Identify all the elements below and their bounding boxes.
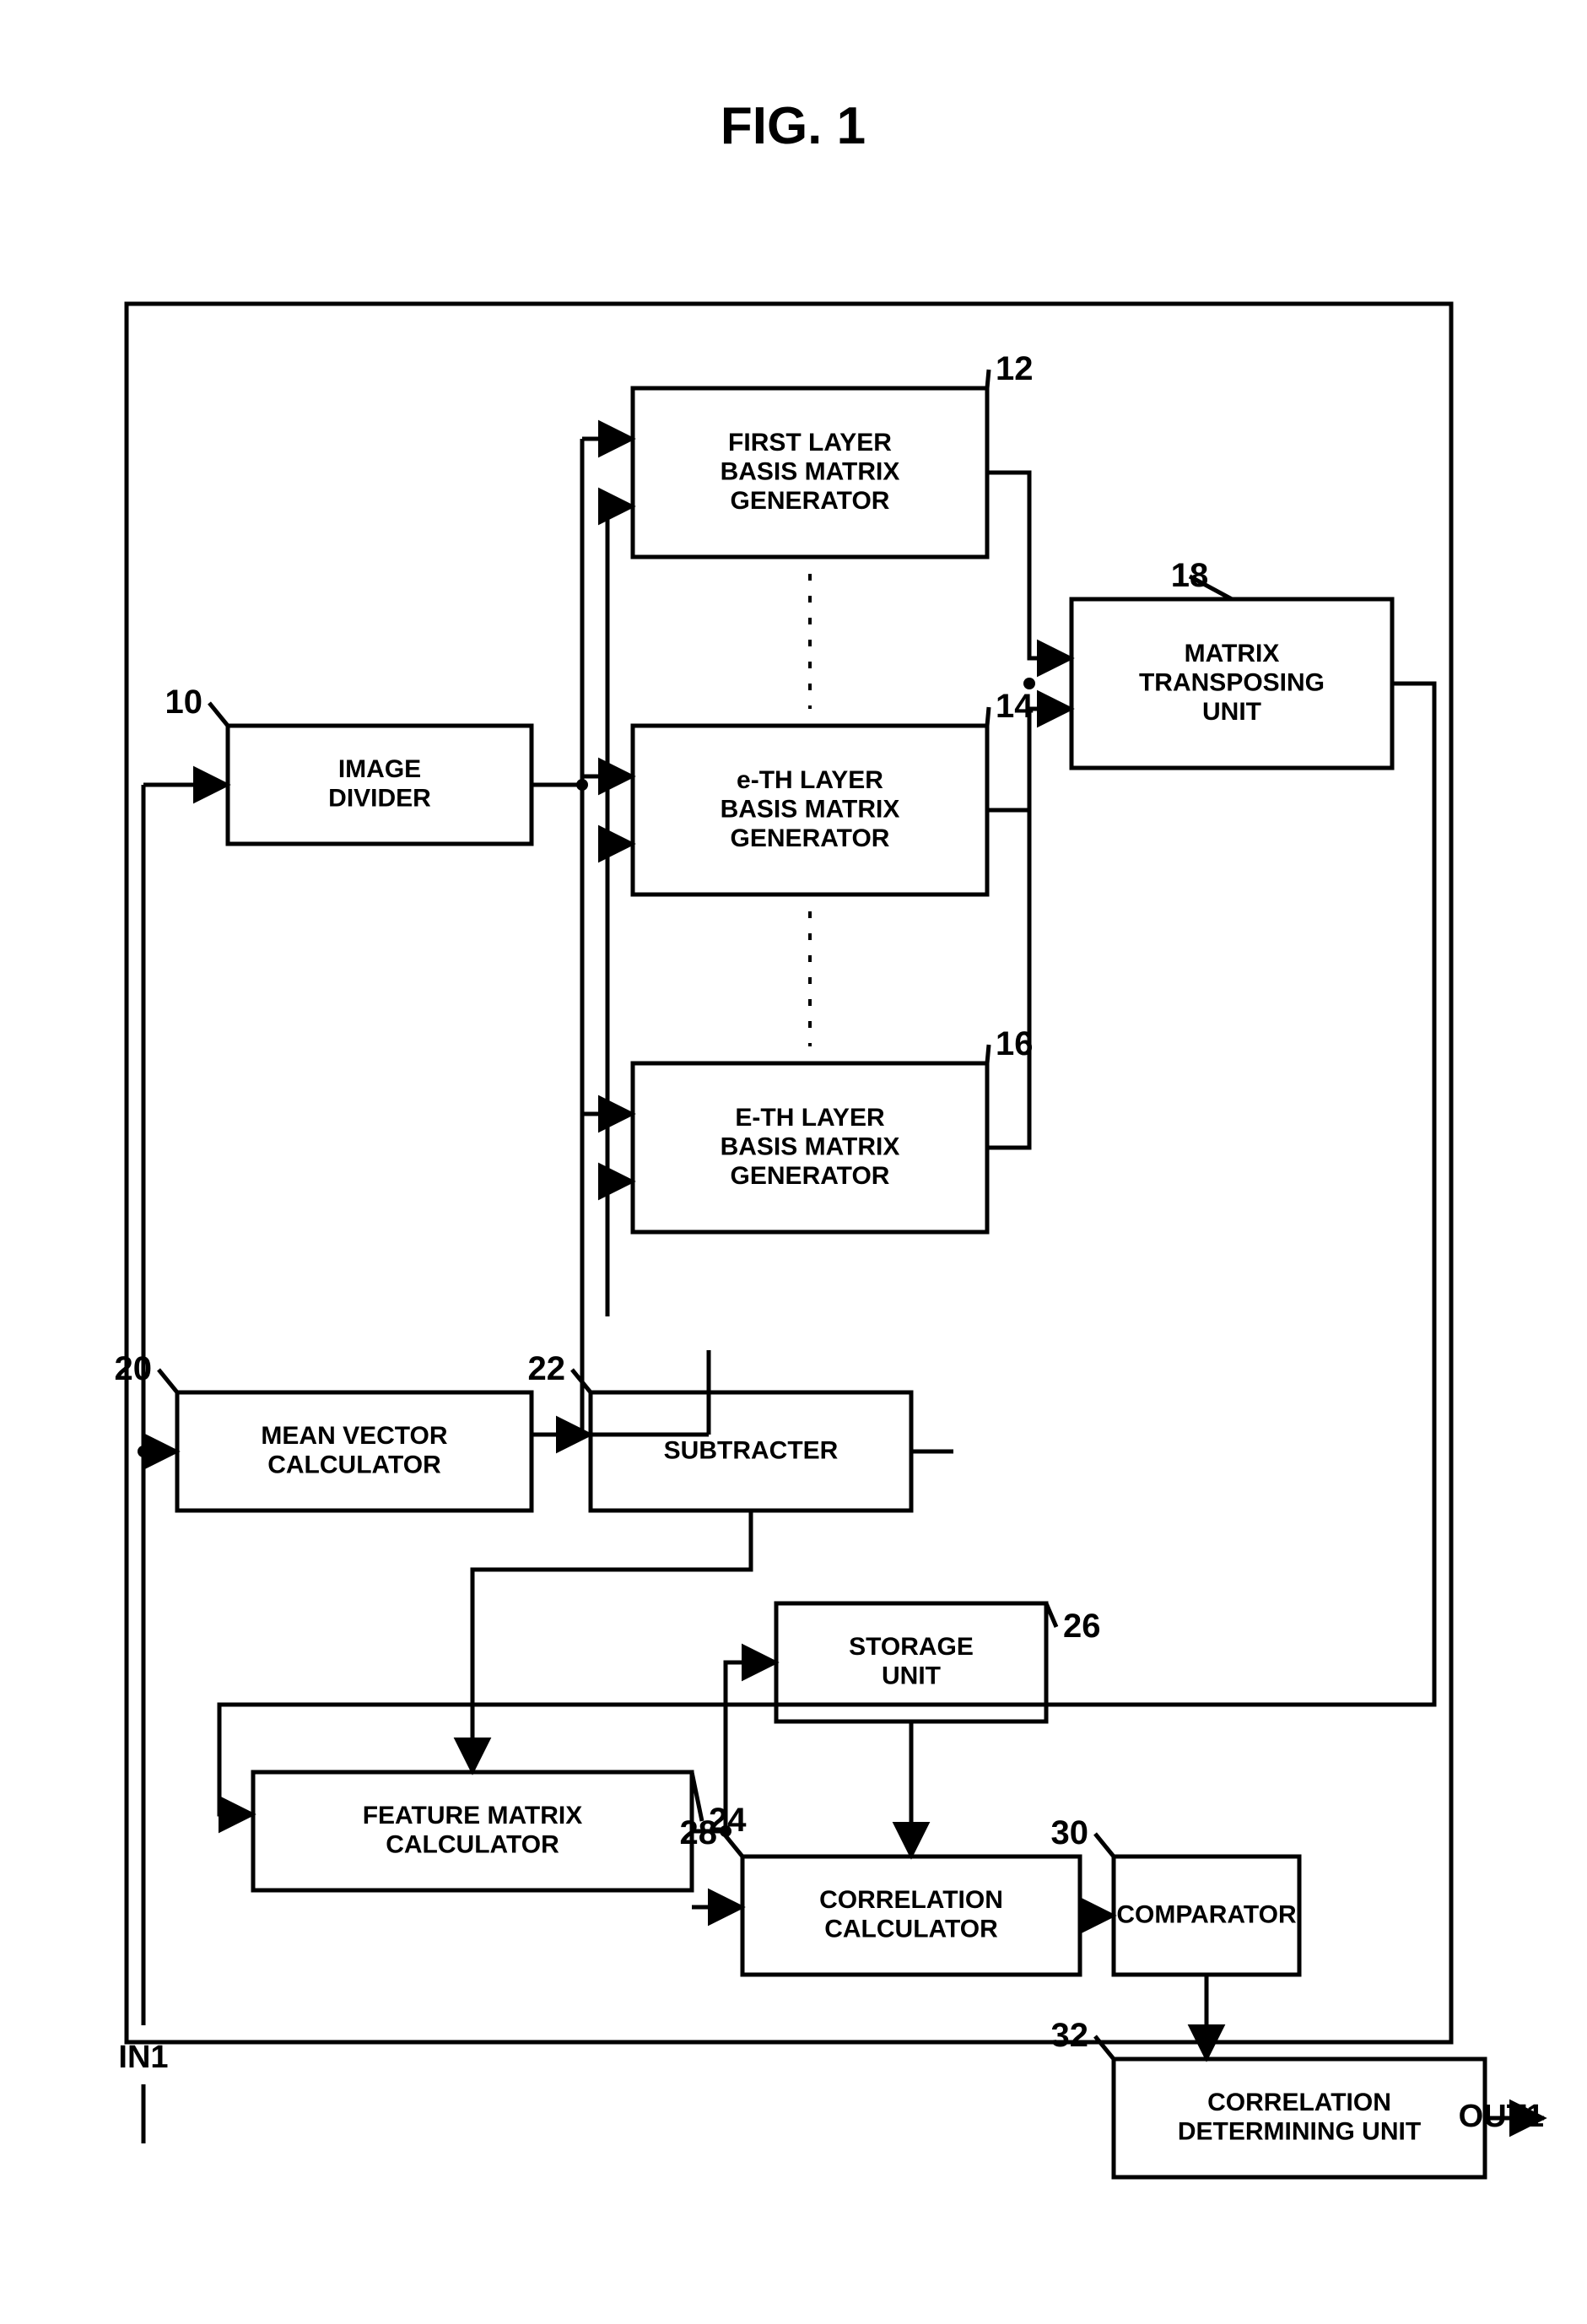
block-label-16-1: BASIS MATRIX	[721, 1132, 900, 1160]
node-dot	[576, 779, 588, 791]
block-label-32-0: CORRELATION	[1207, 2089, 1391, 2116]
block-num-30: 30	[1051, 1814, 1089, 1851]
block-label-22-0: SUBTRACTER	[664, 1436, 839, 1464]
block-diagram: FIG. 1 101214161820222426283032 IMAGEDIV…	[0, 0, 1587, 2324]
block-label-20-0: MEAN VECTOR	[261, 1422, 447, 1450]
block-num-12: 12	[996, 350, 1034, 387]
block-label-28-1: CALCULATOR	[824, 1916, 998, 1943]
block-label-10-1: DIVIDER	[328, 785, 431, 813]
block-label-14-1: BASIS MATRIX	[721, 795, 900, 823]
block-num-18: 18	[1171, 557, 1209, 594]
block-label-30-0: COMPARATOR	[1116, 1900, 1297, 1928]
block-num-20: 20	[115, 1350, 153, 1387]
block-num-32: 32	[1051, 2017, 1089, 2054]
block-label-18-2: UNIT	[1202, 698, 1261, 726]
block-label-10-0: IMAGE	[338, 755, 421, 783]
block-label-32-1: DETERMINING UNIT	[1178, 2118, 1421, 2146]
block-label-24-0: FEATURE MATRIX	[363, 1802, 583, 1829]
block-num-26: 26	[1063, 1608, 1101, 1645]
block-label-26-0: STORAGE	[849, 1633, 974, 1661]
node-dot	[138, 1446, 149, 1457]
block-label-16-0: E-TH LAYER	[735, 1104, 885, 1132]
block-label-28-0: CORRELATION	[819, 1886, 1003, 1914]
block-label-24-1: CALCULATOR	[386, 1831, 559, 1859]
block-label-18-0: MATRIX	[1185, 640, 1280, 667]
block-label-14-0: e-TH LAYER	[737, 766, 883, 794]
block-label-18-1: TRANSPOSING	[1139, 668, 1325, 696]
block-num-10: 10	[165, 684, 203, 721]
block-label-12-2: GENERATOR	[731, 487, 890, 515]
block-label-20-1: CALCULATOR	[267, 1451, 441, 1479]
block-label-26-1: UNIT	[882, 1662, 941, 1690]
input-label: IN1	[118, 2040, 168, 2075]
leader-16	[987, 1045, 989, 1063]
block-label-12-0: FIRST LAYER	[728, 429, 892, 457]
node-dot	[720, 1825, 731, 1837]
leader-14	[987, 707, 989, 726]
block-num-22: 22	[528, 1350, 566, 1387]
block-label-12-1: BASIS MATRIX	[721, 457, 900, 485]
node-dot	[1023, 678, 1035, 689]
leader-12	[987, 370, 989, 388]
block-label-14-2: GENERATOR	[731, 824, 890, 852]
block-label-16-2: GENERATOR	[731, 1162, 890, 1190]
figure-title: FIG. 1	[721, 97, 866, 155]
